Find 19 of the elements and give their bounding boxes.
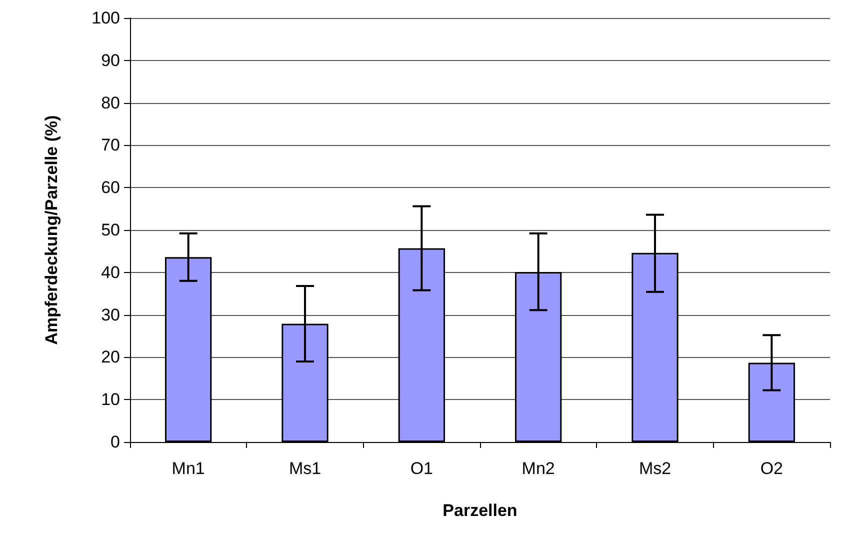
x-tick-label: Mn2 [522, 459, 555, 478]
y-tick-label: 10 [101, 390, 120, 410]
y-tick-label: 40 [101, 262, 120, 282]
x-tick-label: Ms2 [638, 459, 672, 478]
y-tick-label: 80 [101, 93, 120, 112]
x-tick-label: Mn1 [172, 459, 205, 478]
y-tick-label: 90 [101, 50, 120, 70]
y-tick-label: 100 [92, 8, 120, 28]
y-tick-label: 20 [101, 348, 120, 367]
x-tick-label: Ms1 [288, 459, 322, 478]
x-tick-label: O2 [760, 459, 784, 478]
y-tick-label: 70 [101, 136, 120, 155]
y-tick-label: 60 [101, 178, 120, 198]
y-tick-label: 30 [101, 305, 120, 324]
x-axis-title: Parzellen [442, 501, 518, 520]
x-tick-label: O1 [410, 459, 434, 478]
y-tick-label: 50 [101, 220, 120, 240]
y-tick-label: 0 [110, 432, 120, 452]
y-axis-title: Ampferdeckung/Parzelle (%) [42, 115, 61, 345]
